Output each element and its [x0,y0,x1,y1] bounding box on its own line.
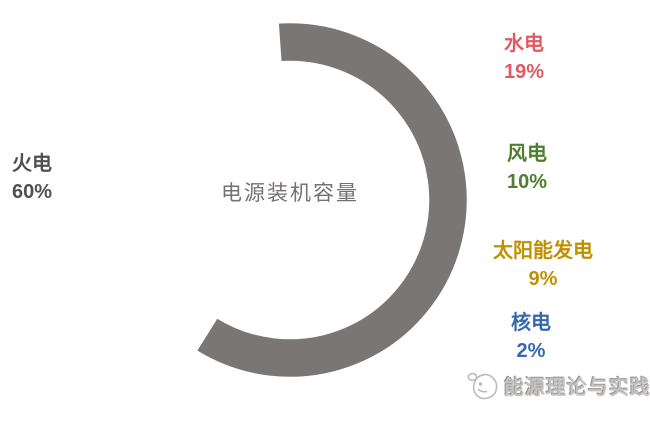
label-solar-power: 太阳能发电 9% [443,237,643,293]
donut-slice-4 [194,20,470,380]
label-solar-power-pct: 9% [528,268,558,290]
label-thermal-power: 火电 60% [12,150,52,206]
label-hydro-power: 水电 19% [454,30,594,86]
label-hydro-power-name: 水电 [504,33,544,55]
label-thermal-power-pct: 60% [12,181,53,203]
label-hydro-power-pct: 19% [503,61,545,83]
label-solar-power-name: 太阳能发电 [493,240,593,262]
watermark: 能源理论与实践 [466,370,650,401]
label-wind-power: 风电 10% [457,140,597,196]
label-wind-power-pct: 10% [506,171,548,193]
label-thermal-power-name: 火电 [12,153,52,175]
label-wind-power-name: 风电 [507,143,547,165]
watermark-text: 能源理论与实践 [504,377,650,399]
chart-center-title: 电源装机容量 [221,181,359,205]
label-nuclear-power-name: 核电 [511,312,551,334]
label-nuclear-power: 核电 2% [461,309,601,365]
donut-chart [194,20,470,380]
whale-icon [466,370,499,401]
label-nuclear-power-pct: 2% [516,340,546,362]
